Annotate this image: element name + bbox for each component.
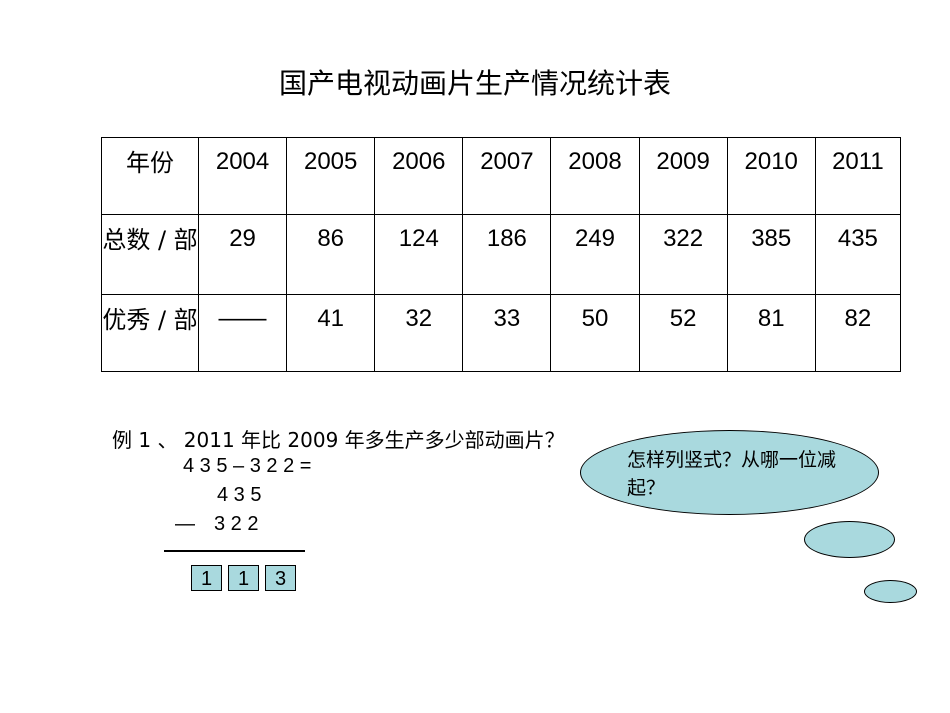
horizontal-equation: 4 3 5 – 3 2 2 = (183, 455, 312, 477)
table-cell: 29 (197, 214, 288, 295)
table-cell: 435 (814, 214, 902, 295)
subtraction-rule (164, 550, 305, 552)
vertical-minuend: 4 3 5 (217, 484, 262, 506)
answer-digit-box: 3 (265, 565, 296, 591)
year-cell: 2009 (638, 137, 728, 215)
year-cell: 2007 (462, 137, 552, 215)
minus-sign: — (175, 513, 195, 535)
table-cell: 385 (726, 214, 816, 295)
table-cell: 33 (462, 294, 552, 372)
table-row-excellent: 优秀 / 部 —— 41 32 33 50 52 81 82 (101, 294, 902, 372)
example-question: 例 1 、 2011 年比 2009 年多生产多少部动画片？ (112, 428, 565, 452)
thought-bubble-dot-large (804, 521, 895, 558)
year-cell: 2010 (726, 137, 816, 215)
table-cell: 322 (638, 214, 728, 295)
table-cell: 81 (726, 294, 816, 372)
table-cell: 124 (374, 214, 464, 295)
row-header-total: 总数 / 部 (101, 214, 199, 295)
table-cell: 186 (462, 214, 552, 295)
year-cell: 2011 (814, 137, 902, 215)
table-cell: 41 (286, 294, 376, 372)
vertical-subtrahend: 3 2 2 (214, 513, 259, 535)
year-cell: 2005 (286, 137, 376, 215)
table-cell: 86 (286, 214, 376, 295)
table-cell: 50 (550, 294, 640, 372)
table-row-years: 年份 2004 2005 2006 2007 2008 2009 2010 20… (101, 137, 902, 215)
thought-bubble-text: 怎样列竖式？从哪一位减起？ (627, 449, 837, 499)
answer-digit-box: 1 (228, 565, 259, 591)
row-header-excellent: 优秀 / 部 (101, 294, 199, 372)
year-cell: 2006 (374, 137, 464, 215)
year-cell: 2004 (197, 137, 288, 215)
row-header-year: 年份 (101, 137, 199, 215)
table-cell: 32 (374, 294, 464, 372)
table-cell: 52 (638, 294, 728, 372)
thought-bubble-dot-small (864, 580, 917, 603)
table-cell: 249 (550, 214, 640, 295)
year-cell: 2008 (550, 137, 640, 215)
thought-bubble (580, 430, 879, 515)
table-cell: —— (197, 294, 288, 372)
answer-digit-box: 1 (191, 565, 222, 591)
page-title: 国产电视动画片生产情况统计表 (278, 67, 671, 100)
statistics-table: 年份 2004 2005 2006 2007 2008 2009 2010 20… (101, 137, 902, 372)
table-row-total: 总数 / 部 29 86 124 186 249 322 385 435 (101, 214, 902, 295)
table-cell: 82 (814, 294, 902, 372)
